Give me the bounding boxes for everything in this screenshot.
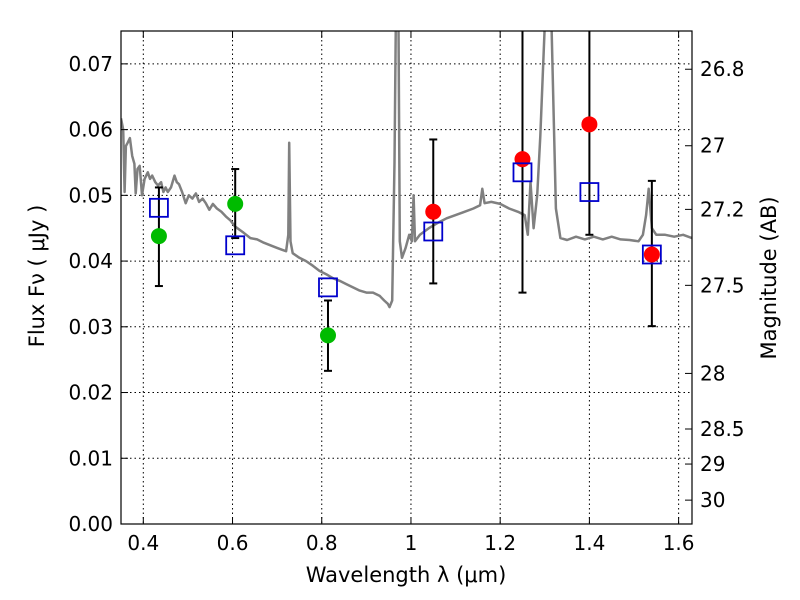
data-point-circle	[150, 228, 167, 245]
data-point-circle	[514, 151, 531, 168]
data-point-square	[512, 162, 533, 183]
y2-tick-label: 30	[700, 488, 725, 512]
plot-area	[121, 31, 692, 372]
data-point-square	[318, 277, 338, 298]
data-point-square	[579, 182, 600, 202]
y2-tick-label: 27	[700, 134, 725, 158]
y-tick-label: 0.03	[68, 315, 113, 339]
model-spectrum-line	[121, 31, 692, 309]
x-tick-label: 1	[405, 531, 418, 555]
plot-frame	[120, 30, 693, 525]
data-point-circle	[425, 203, 442, 220]
right-axis-label: Magnitude (AB)	[757, 196, 781, 359]
y-tick-label: 0.07	[68, 52, 113, 76]
data-point-circle	[319, 327, 336, 344]
x-tick-label: 1.6	[663, 531, 695, 555]
gridlines	[121, 31, 692, 525]
y2-tick-label: 28	[700, 361, 725, 385]
y2-tick-label: 27.5	[700, 273, 745, 297]
data-point-square	[641, 244, 662, 265]
y-tick-label: 0.01	[68, 446, 113, 470]
data-point-circle	[581, 116, 598, 133]
x-tick-label: 0.8	[306, 531, 338, 555]
data-point-square	[225, 235, 246, 256]
x-tick-label: 1.2	[484, 531, 516, 555]
data-point-circle	[227, 195, 244, 212]
axes: 0.4 0.6 0.8 1 1.2 1.4 1.6 0.00 0.01 0.02 0.03 0.04 0…	[68, 30, 745, 555]
y-tick-label: 0.05	[68, 183, 113, 207]
y2-tick-label: 26.8	[700, 57, 745, 81]
data-point-square	[423, 221, 444, 242]
data-point-circle	[643, 246, 660, 263]
y2-tick-label: 28.5	[700, 417, 745, 441]
y-tick-label: 0.04	[68, 249, 113, 273]
y-tick-label: 0.06	[68, 118, 113, 142]
y2-tick-label: 29	[700, 452, 725, 476]
y-axis-label: Flux Fν ( μJy )	[25, 205, 49, 348]
y2-tick-label: 27.2	[700, 197, 745, 221]
x-tick-label: 0.4	[127, 531, 159, 555]
x-axis-label: Wavelength λ (μm)	[306, 563, 507, 587]
data-point-square	[149, 197, 169, 218]
x-tick-label: 1.4	[573, 531, 605, 555]
x-tick-label: 0.6	[217, 531, 249, 555]
y-tick-label: 0.02	[68, 381, 113, 405]
y-tick-label: 0.00	[68, 512, 113, 536]
